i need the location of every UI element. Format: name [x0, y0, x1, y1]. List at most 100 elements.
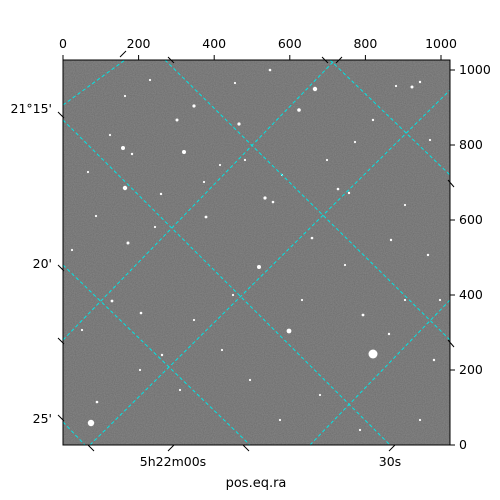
star	[403, 203, 407, 207]
left-tick	[57, 414, 65, 422]
star	[371, 118, 375, 122]
right-grid-tick	[447, 179, 455, 188]
star	[108, 133, 112, 137]
star	[121, 146, 125, 150]
star	[361, 313, 365, 317]
star	[159, 192, 163, 196]
star	[237, 122, 241, 126]
star	[418, 418, 422, 422]
right-tick-label: 600	[459, 212, 483, 227]
star	[86, 170, 90, 174]
plot-frame	[62, 59, 451, 446]
grid-line	[63, 60, 336, 341]
star	[286, 328, 292, 334]
right-tick-label: 800	[459, 137, 483, 152]
star	[123, 94, 127, 98]
star	[218, 163, 222, 167]
star	[325, 158, 329, 162]
star	[426, 253, 430, 257]
star	[110, 299, 114, 303]
star	[178, 388, 182, 392]
bottom-tick	[242, 444, 250, 452]
grid-line	[89, 89, 450, 445]
left-tick-label: 21°15'	[11, 101, 53, 116]
star	[394, 84, 398, 88]
grid-line	[63, 421, 86, 445]
bottom-tick	[388, 444, 396, 452]
right-axis: 0 200 400 600 800 1000	[450, 62, 491, 452]
star	[160, 353, 164, 357]
star	[138, 368, 142, 372]
star	[220, 348, 224, 352]
star	[403, 298, 407, 302]
bottom-tick	[167, 444, 175, 452]
star	[148, 78, 152, 82]
star	[297, 108, 301, 112]
top-tick-label: 400	[202, 36, 226, 51]
star	[182, 150, 186, 154]
star	[257, 265, 261, 269]
left-tick	[57, 264, 65, 272]
star	[432, 358, 436, 362]
star	[343, 263, 347, 267]
right-tick-label: 200	[459, 362, 483, 377]
top-tick-label: 800	[353, 36, 377, 51]
right-side-grid-ticks	[447, 179, 455, 348]
star	[94, 214, 98, 218]
top-axis: 0 200 400 600 800 1000	[59, 36, 457, 60]
star	[204, 215, 208, 219]
star	[122, 185, 128, 191]
star	[410, 85, 414, 89]
star	[318, 393, 322, 397]
grid-line	[164, 60, 450, 341]
star	[248, 378, 252, 382]
star	[312, 86, 318, 92]
star	[368, 349, 378, 359]
top-grid-tick	[321, 56, 329, 64]
star	[300, 298, 304, 302]
left-axis: 21°15' 20' 25'	[11, 101, 65, 426]
star	[268, 68, 272, 72]
star	[418, 80, 422, 84]
bottom-tick-label: 30s	[379, 454, 401, 469]
star	[202, 180, 206, 184]
star	[192, 318, 196, 322]
star	[130, 152, 134, 156]
star	[192, 104, 196, 108]
star	[175, 118, 179, 122]
star	[80, 328, 84, 332]
star	[263, 196, 267, 200]
star	[87, 419, 95, 427]
left-tick	[57, 111, 65, 119]
star	[389, 238, 393, 242]
top-tick-label: 600	[278, 36, 302, 51]
star	[231, 293, 235, 297]
left-tick-label: 25'	[33, 411, 52, 426]
right-tick-label: 1000	[459, 62, 491, 77]
grid-line	[63, 264, 251, 445]
image-noise	[63, 60, 450, 445]
top-tick-label: 200	[127, 36, 151, 51]
left-tick	[57, 337, 65, 345]
bottom-axis-label: pos.eq.ra	[226, 476, 287, 491]
star	[271, 200, 275, 204]
star	[358, 428, 362, 432]
top-grid-tick	[167, 56, 175, 64]
star	[336, 187, 340, 191]
left-tick-label: 20'	[33, 256, 52, 271]
coordinate-grid	[63, 60, 450, 445]
star	[353, 140, 357, 144]
top-grid-tick	[119, 50, 127, 58]
star	[347, 191, 351, 195]
star-field	[70, 68, 442, 432]
star	[428, 138, 432, 142]
grid-line	[63, 60, 126, 106]
star	[139, 311, 143, 315]
bottom-axis: 5h22m00s 30s pos.eq.ra	[87, 444, 401, 491]
star	[126, 241, 130, 245]
grid-line	[63, 119, 391, 445]
top-tick-label: 0	[59, 36, 67, 51]
star	[310, 236, 314, 240]
star	[438, 298, 442, 302]
